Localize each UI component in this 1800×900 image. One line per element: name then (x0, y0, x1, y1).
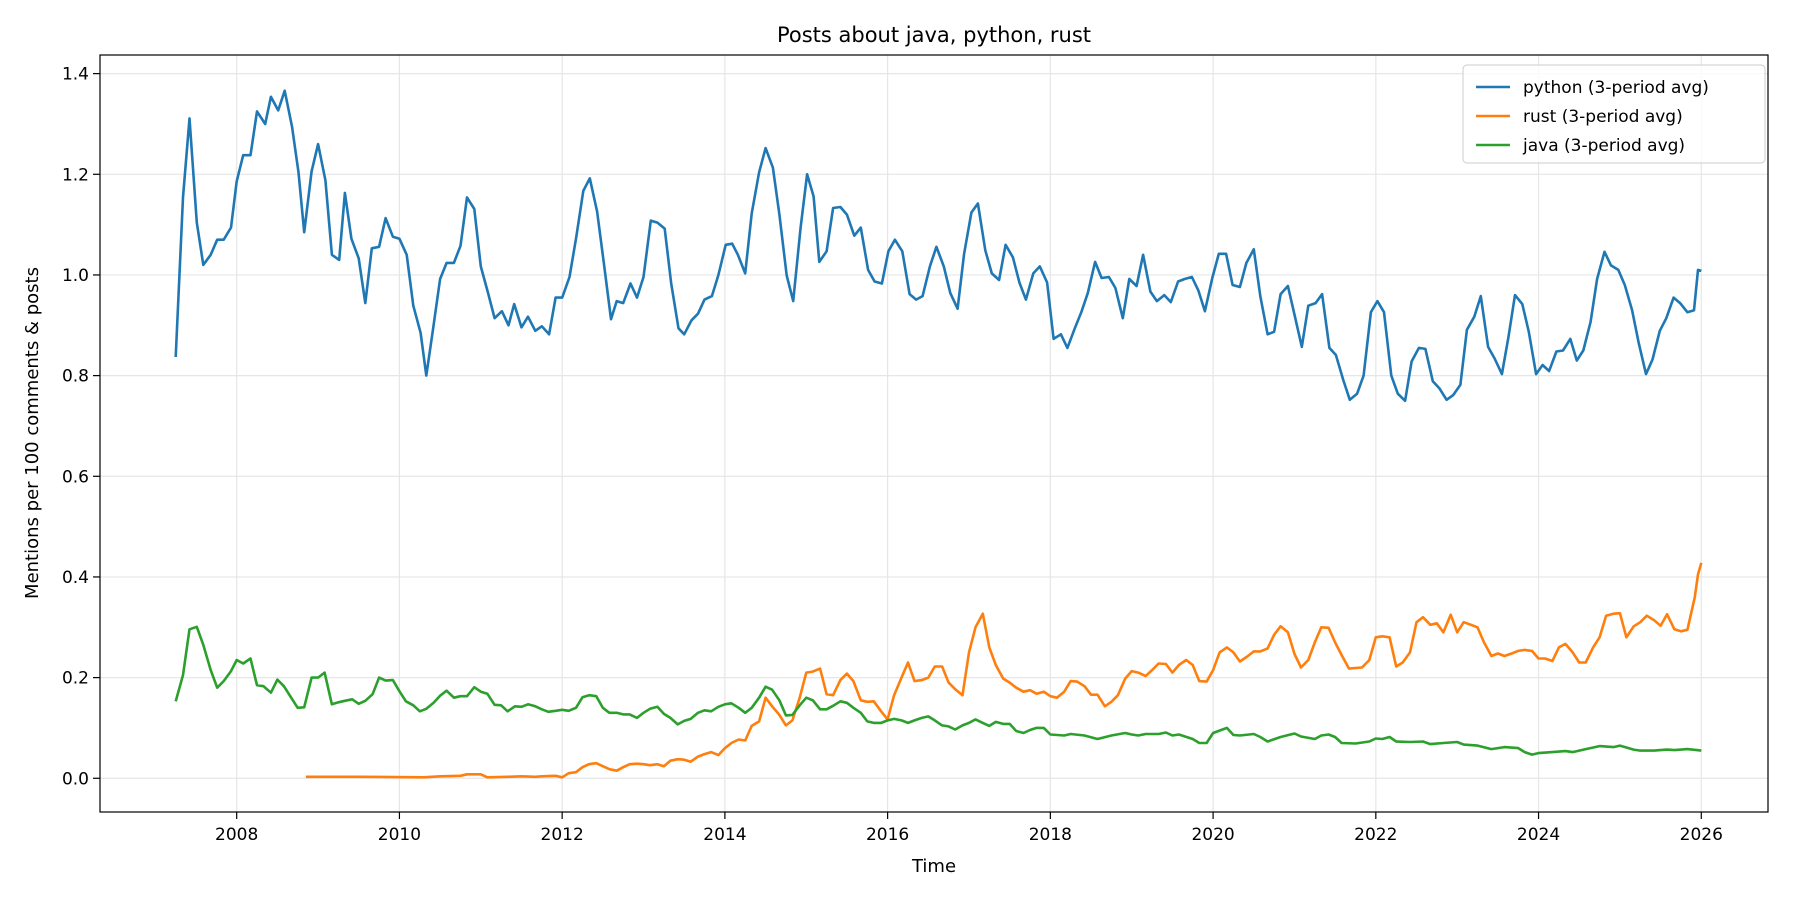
series-line-java (174, 625, 1702, 756)
x-tick-label: 2024 (1517, 825, 1560, 845)
y-tick-label: 1.2 (62, 165, 89, 185)
y-axis: 0.0 0.2 0.4 0.6 0.8 1.0 1.2 1.4 (62, 65, 100, 789)
y-tick-label: 0.0 (62, 769, 89, 789)
y-tick-label: 0.2 (62, 669, 89, 689)
series-lines (174, 89, 1703, 779)
legend-label-python: python (3-period avg) (1523, 78, 1709, 98)
x-tick-label: 2018 (1029, 825, 1072, 845)
axes-frame (99, 54, 1769, 813)
x-tick-label: 2008 (215, 825, 258, 845)
legend: python (3-period avg) rust (3-period avg)… (1462, 64, 1766, 164)
y-tick-label: 0.8 (62, 367, 89, 387)
x-tick-label: 2014 (703, 825, 746, 845)
grid (100, 55, 1768, 812)
x-tick-label: 2026 (1680, 825, 1723, 845)
y-tick-label: 1.0 (62, 266, 89, 286)
legend-box (1462, 64, 1766, 164)
chart-title: Posts about java, python, rust (777, 23, 1091, 47)
x-tick-label: 2020 (1191, 825, 1234, 845)
x-axis: 2008 2010 2012 2014 2016 2018 2020 2022 2024 2026 (215, 812, 1723, 845)
y-axis-label: Mentions per 100 comments & posts (22, 267, 43, 599)
x-tick-label: 2016 (866, 825, 909, 845)
series-line-rust (305, 562, 1703, 779)
y-tick-label: 1.4 (62, 65, 89, 85)
x-axis-label: Time (911, 856, 956, 877)
y-tick-label: 0.6 (62, 467, 89, 487)
x-tick-label: 2022 (1354, 825, 1397, 845)
series-line-python (174, 89, 1702, 403)
y-tick-label: 0.4 (62, 568, 89, 588)
x-tick-label: 2012 (541, 825, 584, 845)
legend-label-java: java (3-period avg) (1522, 136, 1685, 156)
legend-label-rust: rust (3-period avg) (1523, 107, 1683, 127)
x-tick-label: 2010 (378, 825, 421, 845)
